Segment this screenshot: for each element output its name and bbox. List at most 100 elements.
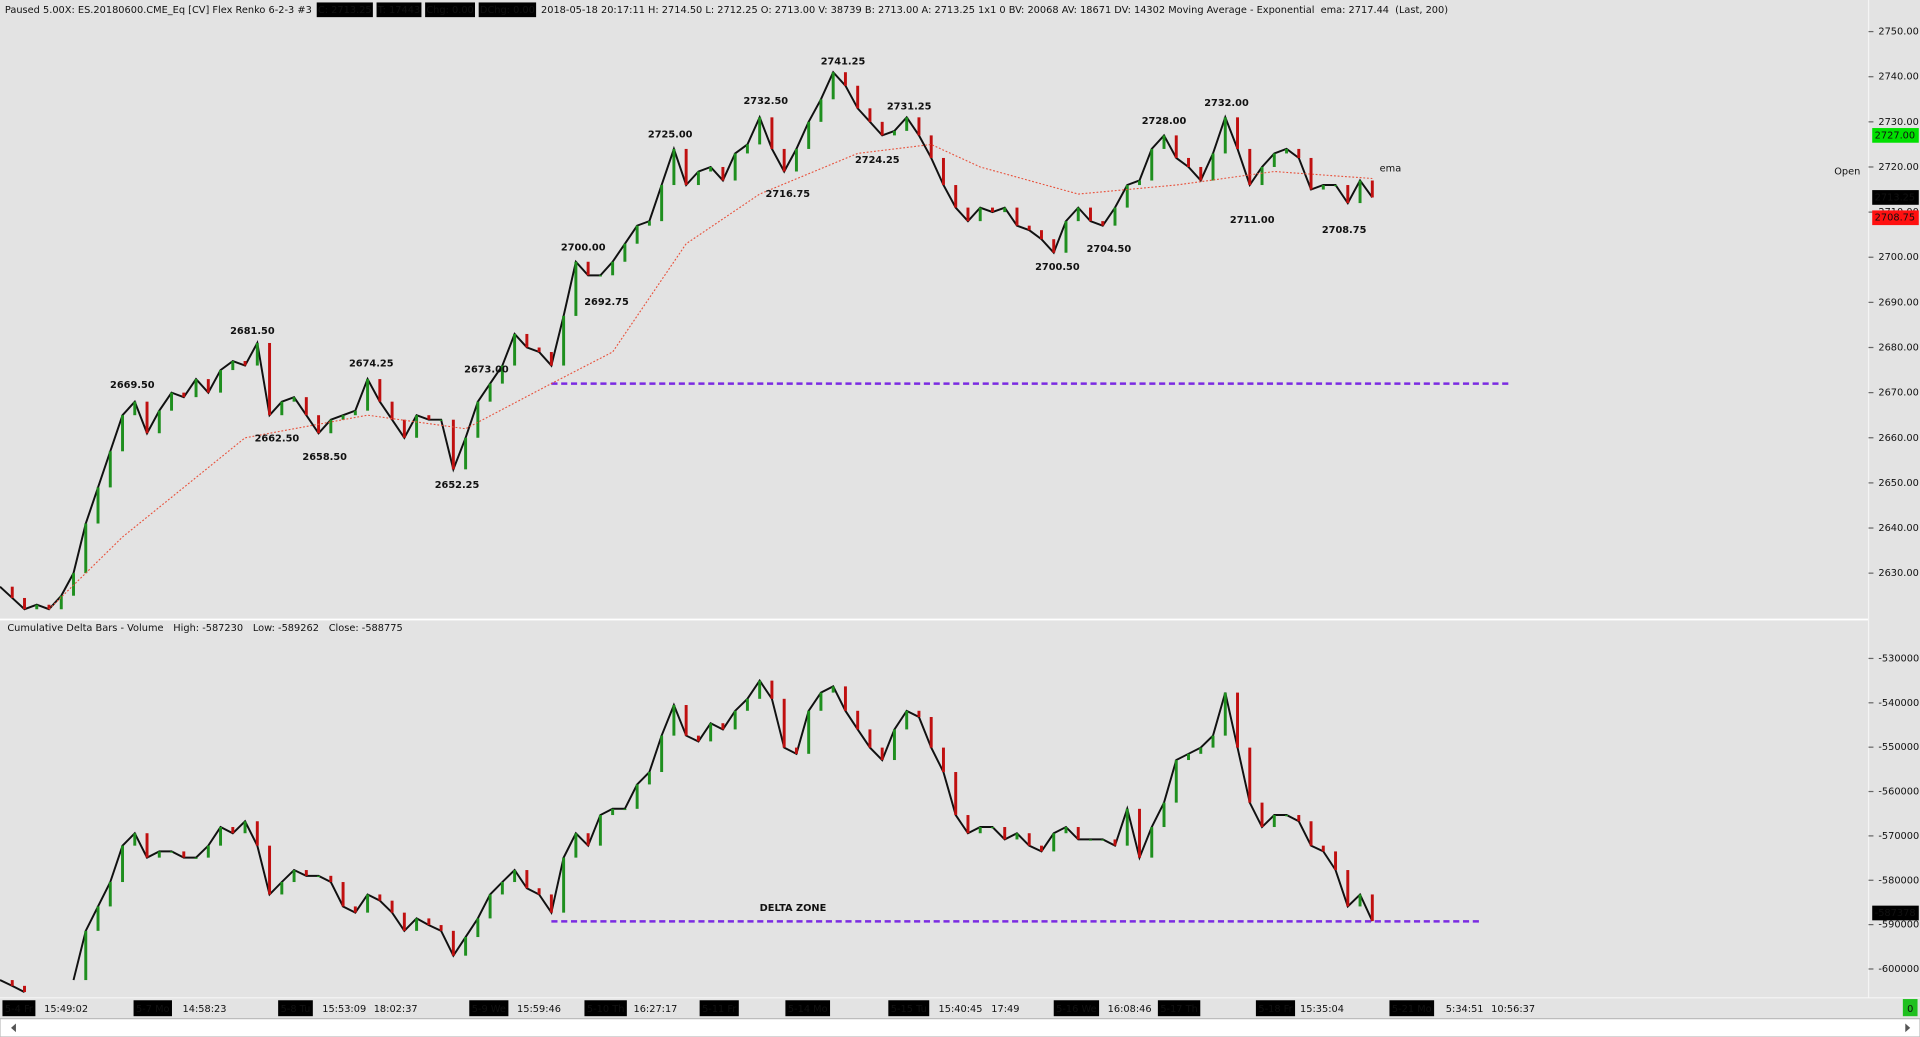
y-tick-label: 2640.00	[1878, 523, 1918, 534]
header-text: 2018-05-18 20:17:11 H: 2714.50 L: 2712.2…	[541, 5, 1314, 16]
scrollbar[interactable]	[0, 1018, 1920, 1037]
bar	[317, 875, 321, 878]
bar	[1162, 802, 1166, 828]
y-tick-label: -590000	[1878, 920, 1919, 931]
bar	[378, 894, 382, 901]
open-label: Open	[1834, 166, 1860, 177]
swing-label: 2716.75	[766, 189, 811, 200]
bar	[1052, 239, 1056, 253]
price-marker	[1872, 210, 1919, 226]
swing-label: 2725.00	[648, 130, 693, 141]
bar	[500, 882, 504, 895]
bar	[10, 980, 14, 986]
swing-label: 2700.50	[1035, 262, 1080, 273]
bar	[402, 419, 406, 438]
day-tick-box	[584, 1000, 627, 1017]
day-tick-box	[785, 1000, 831, 1017]
bar	[1138, 808, 1141, 858]
bar	[1236, 117, 1239, 149]
bar	[1223, 117, 1227, 154]
bar	[966, 207, 970, 222]
header-field-box	[478, 2, 537, 18]
y-tick-label: -540000	[1878, 698, 1919, 709]
time-tick-label: 5:34:51	[1446, 1004, 1484, 1015]
swing-label: 2681.50	[230, 326, 275, 337]
bar	[684, 705, 688, 736]
scroll-left[interactable]	[11, 1023, 16, 1033]
day-tick-label: 5-7 Mo	[136, 1004, 170, 1015]
bar	[721, 166, 725, 181]
time-tick-label: 18:02:37	[374, 1004, 418, 1015]
bar	[1309, 821, 1313, 846]
day-tick-label: 5-15 Tu	[891, 1004, 927, 1015]
y-tick-label: 2750.00	[1878, 27, 1918, 38]
bar	[819, 99, 823, 122]
bar	[427, 918, 431, 926]
bar	[1236, 692, 1239, 748]
bar	[390, 900, 394, 913]
swing-label: 2708.75	[1322, 225, 1367, 236]
bar	[868, 108, 872, 122]
header-field-box	[376, 2, 422, 18]
bar	[268, 342, 272, 416]
bar	[1113, 207, 1117, 226]
time-tick-label: 15:49:02	[44, 1004, 88, 1015]
swing-label: 2658.50	[302, 452, 347, 463]
bar	[745, 144, 749, 154]
bar	[598, 275, 602, 277]
time-tick-label: 15:53:09	[322, 1004, 366, 1015]
bar	[856, 710, 860, 730]
bar	[1211, 735, 1215, 748]
bar	[782, 148, 786, 172]
day-tick-box	[1389, 1000, 1435, 1017]
bar	[905, 710, 909, 730]
bar	[660, 735, 664, 773]
y-tick-label: 2680.00	[1878, 343, 1918, 354]
bar	[133, 833, 137, 846]
price-marker-label: 2727.00	[1875, 130, 1915, 141]
bar	[1052, 833, 1056, 852]
bar	[219, 827, 223, 846]
bar	[709, 166, 713, 172]
bar	[525, 333, 529, 348]
bar	[1015, 207, 1019, 226]
bar	[611, 261, 615, 276]
bar	[807, 121, 811, 149]
header-field-box	[316, 2, 373, 18]
bar	[59, 595, 63, 610]
bar	[733, 710, 737, 730]
bar	[782, 698, 786, 748]
scroll-right[interactable]	[1905, 1023, 1911, 1033]
bar	[1089, 839, 1092, 841]
bar	[1248, 148, 1252, 186]
bar	[941, 157, 945, 186]
day-tick-label: 5-17 Th	[1160, 1004, 1197, 1015]
bar	[1285, 815, 1289, 817]
bar	[831, 686, 835, 693]
bar	[1272, 153, 1276, 167]
bar	[917, 710, 921, 717]
bar	[280, 882, 284, 895]
bar	[23, 597, 26, 610]
swing-label: 2728.00	[1142, 116, 1187, 127]
price-marker	[1872, 128, 1919, 143]
bar	[1101, 839, 1105, 841]
day-tick-label: 5-21 Mo	[1392, 1004, 1432, 1015]
bar	[23, 985, 26, 993]
bar	[476, 918, 480, 938]
y-tick-label: -560000	[1878, 787, 1919, 798]
bar	[623, 808, 627, 811]
bar	[770, 680, 774, 699]
time-tick-label: 15:40:45	[939, 1004, 983, 1015]
bar	[170, 851, 174, 853]
swing-label: 2704.50	[1087, 244, 1132, 255]
y-tick-label: 2690.00	[1878, 297, 1918, 308]
bar	[1211, 153, 1215, 181]
bar	[1101, 221, 1105, 226]
bar	[1187, 753, 1190, 761]
bar	[206, 379, 210, 393]
bar	[1089, 207, 1092, 222]
y-tick-label: 2630.00	[1878, 568, 1918, 579]
y-tick-label: 2650.00	[1878, 478, 1918, 489]
